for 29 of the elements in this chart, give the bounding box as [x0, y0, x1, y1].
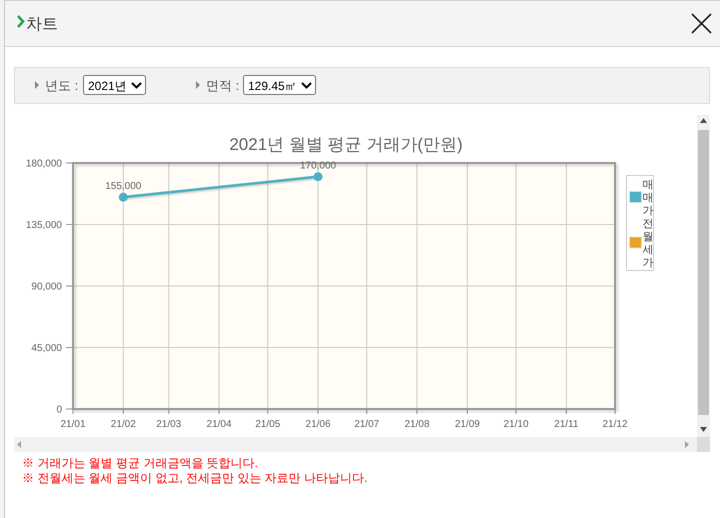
text: ※ 거래가는 월별 평균 거래금액을 뜻합니다.: [22, 456, 258, 470]
x-tick-label: 21/11: [554, 419, 579, 430]
x-tick-label: 21/08: [404, 419, 430, 430]
text: 2021년: [88, 79, 127, 93]
text: 면적 :: [206, 78, 240, 93]
data-label: 170,000: [300, 160, 337, 172]
text: 년도 :: [45, 78, 78, 93]
legend-label: 매매가: [642, 179, 654, 217]
x-tick-label: 21/01: [60, 419, 86, 430]
x-tick-label: 21/04: [206, 419, 232, 430]
legend-label: 전월세가: [642, 218, 654, 269]
text: 129.45㎡: [248, 79, 297, 93]
x-tick-label: 21/03: [156, 419, 182, 430]
x-tick-label: 21/07: [354, 419, 380, 430]
text: ※ 전월세는 월세 금액이 없고, 전세금만 있는 자료만 나타납니다.: [22, 471, 368, 485]
y-tick-label: 180,000: [26, 158, 62, 170]
data-label: 155,000: [105, 181, 142, 192]
x-tick-label: 21/05: [255, 419, 281, 430]
y-tick-label: 45,000: [31, 343, 62, 354]
chart-title: 2021년 월별 평균 거래가(만원): [229, 135, 463, 154]
x-tick-label: 21/06: [306, 419, 331, 430]
x-tick-label: 21/02: [110, 419, 136, 430]
y-tick-label: 135,000: [26, 220, 62, 231]
text: 차트: [26, 16, 58, 33]
x-tick-label: 21/10: [503, 419, 529, 430]
y-tick-label: 90,000: [31, 282, 62, 292]
x-tick-label: 21/12: [602, 419, 628, 430]
y-tick-label: 0: [56, 404, 62, 416]
x-tick-label: 21/09: [454, 419, 480, 430]
